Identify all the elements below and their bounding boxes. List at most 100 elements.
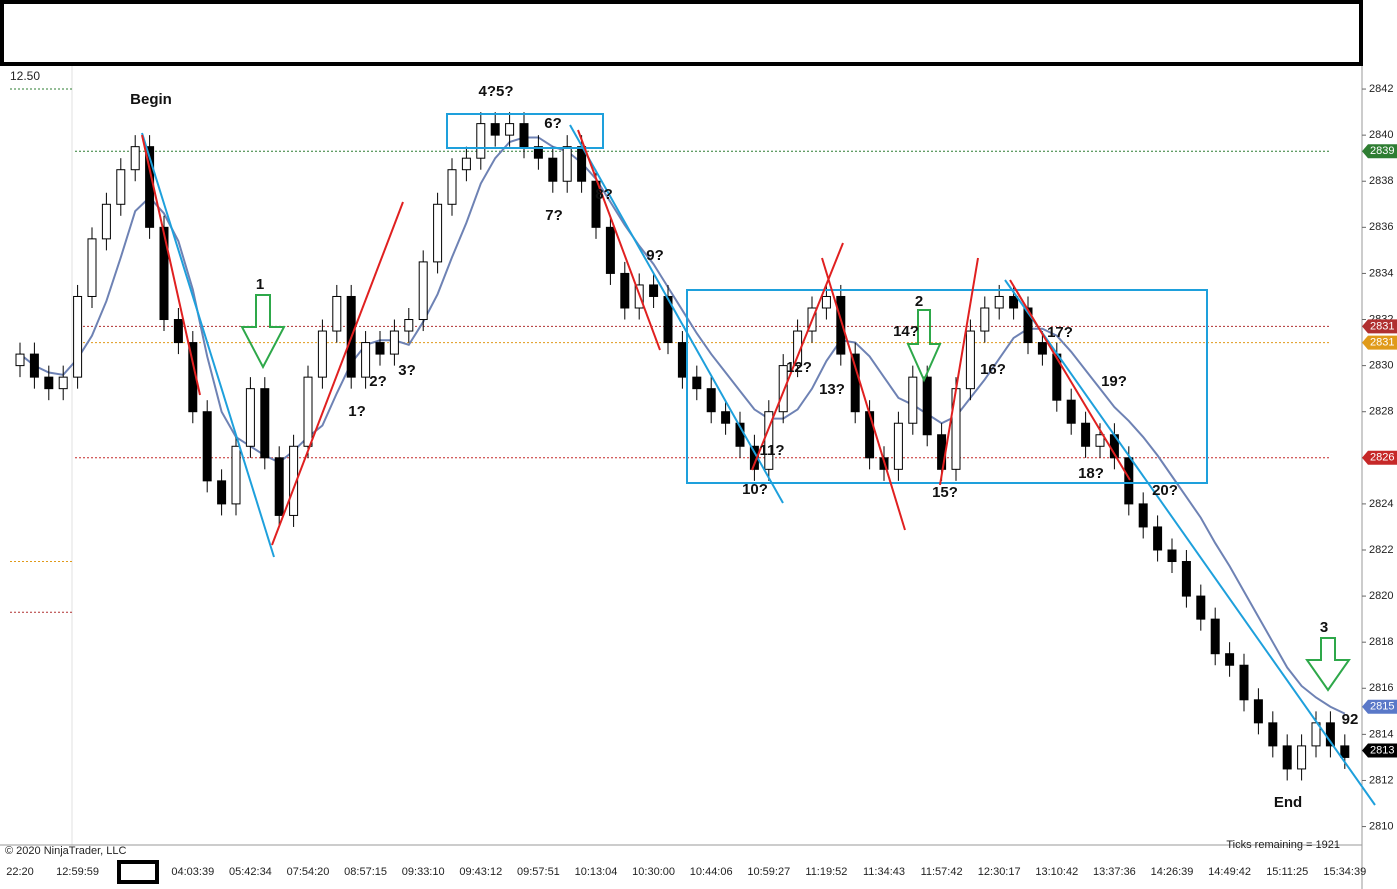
x-tick-label: 15:11:25 — [1266, 866, 1308, 878]
y-tick-label: 2816 — [1369, 682, 1393, 694]
candle-body — [332, 295, 342, 332]
annotation: 16? — [980, 361, 1006, 378]
price-tag-label: 2831 — [1370, 336, 1394, 348]
x-tick-label: 12:30:17 — [978, 866, 1021, 878]
candle-body — [260, 388, 270, 459]
trend-line — [821, 257, 906, 531]
candle-body — [101, 203, 111, 240]
candle-body — [476, 123, 486, 159]
annotation: 1 — [256, 276, 264, 293]
candle-body — [1253, 699, 1263, 724]
candle-body — [461, 157, 471, 171]
annotation: 15? — [932, 484, 958, 501]
candle-body — [1124, 457, 1134, 505]
x-tick-label: 13:10:42 — [1035, 866, 1078, 878]
moving-average — [19, 136, 1346, 715]
redacted-label — [117, 860, 159, 884]
candle-body — [850, 353, 860, 413]
y-tick-label: 2812 — [1369, 774, 1393, 786]
x-tick-label: 09:43:12 — [459, 866, 502, 878]
annotation: 1? — [348, 403, 366, 420]
y-tick-label: 2810 — [1369, 820, 1393, 832]
y-tick-label: 2822 — [1369, 544, 1393, 556]
y-tick-label: 2840 — [1369, 129, 1393, 141]
candle-body — [217, 480, 227, 505]
x-tick-label: 10:59:27 — [747, 866, 790, 878]
candle-body — [29, 353, 39, 378]
y-tick-label: 2814 — [1369, 728, 1393, 740]
y-tick-label: 2830 — [1369, 360, 1393, 372]
candle-body — [533, 146, 543, 159]
candle-body — [289, 445, 299, 516]
annotation: 8? — [595, 186, 613, 203]
candle-body — [130, 146, 140, 171]
spread-label: 12.50 — [10, 69, 40, 83]
y-tick-label: 2828 — [1369, 406, 1393, 418]
candle-body — [1066, 399, 1076, 424]
annotation: 12? — [786, 359, 812, 376]
candle-body — [375, 342, 385, 355]
annotation: 18? — [1078, 465, 1104, 482]
candle-body — [591, 180, 601, 228]
candle-body — [15, 353, 25, 367]
candle-body — [1268, 722, 1278, 747]
ticks-remaining: Ticks remaining = 1921 — [1226, 839, 1340, 851]
trend-line — [141, 134, 201, 396]
candle-body — [706, 388, 716, 413]
candle-body — [505, 123, 515, 136]
annotation: 9? — [646, 247, 664, 264]
candle-body — [1282, 745, 1292, 770]
price-tag — [1362, 450, 1397, 465]
y-tick-label: 2838 — [1369, 175, 1393, 187]
x-tick-label: 10:13:04 — [575, 866, 618, 878]
candle-body — [1153, 526, 1163, 551]
candle-body — [1181, 561, 1191, 597]
candle-body — [1196, 595, 1206, 620]
annotation: End — [1274, 794, 1302, 811]
candle-body — [404, 319, 414, 332]
x-tick-label: 11:34:43 — [863, 866, 905, 878]
annotation: 92 — [1342, 711, 1359, 728]
candle-body — [231, 445, 241, 505]
x-tick-label: 04:03:39 — [171, 866, 214, 878]
candle-body — [562, 146, 572, 182]
trend-line — [1009, 279, 1131, 481]
x-tick-label: 22:20 — [6, 866, 34, 878]
candle-body — [692, 376, 702, 390]
candle-body — [274, 457, 284, 516]
candle-body — [605, 226, 615, 274]
candle-body — [58, 376, 68, 390]
y-tick-label: 2836 — [1369, 221, 1393, 233]
candle-body — [893, 422, 903, 470]
x-tick-label: 09:57:51 — [517, 866, 560, 878]
trend-line — [1004, 279, 1376, 806]
price-tag-label: 2826 — [1370, 452, 1394, 464]
candle-body — [1138, 503, 1148, 528]
range-box — [686, 289, 1208, 484]
annotation: 2 — [915, 293, 923, 310]
y-tick-label: 2824 — [1369, 498, 1393, 510]
x-tick-label: 11:19:52 — [805, 866, 847, 878]
candle-body — [548, 157, 558, 182]
candle-body — [173, 319, 183, 344]
candle-body — [245, 388, 255, 447]
candle-body — [1239, 664, 1249, 701]
range-box — [446, 113, 604, 149]
price-tag — [1362, 319, 1397, 334]
candle-body — [1095, 434, 1105, 447]
y-tick-label: 2842 — [1369, 83, 1393, 95]
candle-body — [1037, 342, 1047, 355]
candle-body — [994, 295, 1004, 309]
y-tick-label: 2820 — [1369, 590, 1393, 602]
candle-body — [447, 169, 457, 205]
x-tick-label: 14:49:42 — [1208, 866, 1251, 878]
x-tick-label: 05:42:34 — [229, 866, 272, 878]
price-tag — [1362, 144, 1397, 159]
annotation: 6? — [544, 115, 562, 132]
candle-body — [1210, 618, 1220, 655]
candle-body — [821, 295, 831, 309]
candle-body — [649, 284, 659, 297]
candle-body — [778, 365, 788, 413]
x-tick-label: 10:30:00 — [632, 866, 675, 878]
x-tick-label: 15:34:39 — [1323, 866, 1366, 878]
